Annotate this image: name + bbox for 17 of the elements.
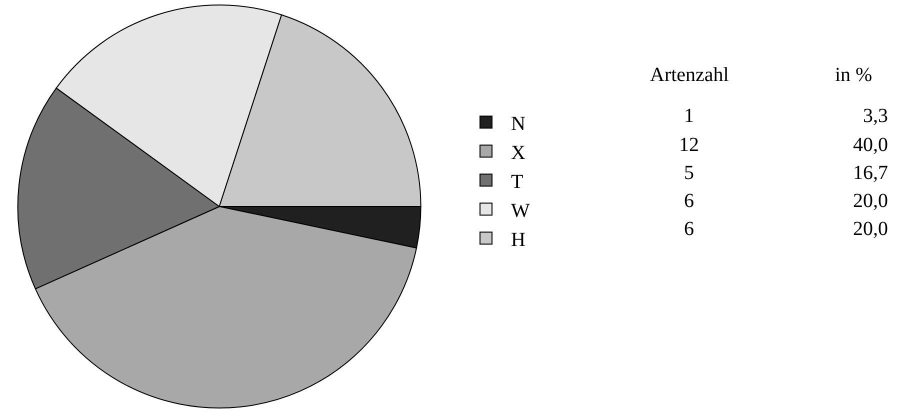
text: Artenzahl <box>650 64 730 86</box>
text: 5 <box>684 162 694 184</box>
legend-label: N <box>511 112 526 135</box>
text: in % <box>835 64 872 86</box>
legend-label: T <box>511 170 524 193</box>
text: 1 <box>684 105 694 127</box>
legend-label: X <box>511 142 526 164</box>
data-label: 20,0 <box>853 190 888 212</box>
text: 6 <box>684 190 694 212</box>
data-label: 40,0 <box>853 134 888 156</box>
data-label: 20,0 <box>853 218 888 240</box>
legend-label: H <box>511 228 526 251</box>
legend-label: W <box>511 200 530 222</box>
data-label: 16,7 <box>853 162 888 184</box>
text: 6 <box>684 218 694 240</box>
data-label: 3,3 <box>863 105 888 127</box>
text: 12 <box>679 134 699 156</box>
